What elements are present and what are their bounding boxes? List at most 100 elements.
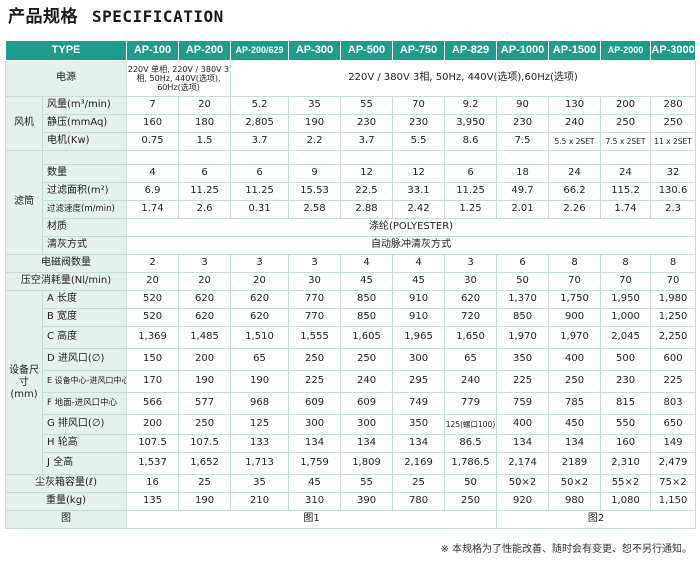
- cell: 35: [288, 96, 342, 115]
- cell: 2: [126, 254, 180, 273]
- cell: 210: [230, 492, 290, 511]
- cell: 190: [178, 370, 232, 393]
- cell: 225: [496, 370, 550, 393]
- cell: 300: [392, 348, 446, 371]
- cell: 8.6: [444, 132, 498, 151]
- cell: 200: [126, 414, 180, 435]
- cell: 785: [548, 392, 602, 415]
- cell: 7.5: [496, 132, 550, 151]
- fan-pressure-row: 静压(mmAq) 160 180 2,805 190 230 230 3,950 230 240…: [6, 114, 697, 133]
- cell: 350: [496, 348, 550, 371]
- cell: 850: [340, 308, 394, 327]
- cell: [340, 150, 394, 165]
- cell: 1,750: [548, 290, 602, 309]
- cell: 2,805: [230, 114, 290, 133]
- cell: 24: [548, 164, 602, 183]
- cell: 1.74: [126, 200, 180, 219]
- cell: 1,652: [178, 452, 232, 475]
- row-label: 过滤速度(m/min): [41, 200, 128, 219]
- title-cn: 产品规格: [8, 7, 78, 27]
- cell: 32: [650, 164, 697, 183]
- cell: 190: [230, 370, 290, 393]
- type-header: TYPE: [4, 40, 128, 61]
- cell: 390: [340, 492, 394, 511]
- cell: 16: [126, 474, 180, 493]
- cell: [600, 150, 652, 165]
- cell: 200: [600, 96, 652, 115]
- cell: 9: [288, 164, 342, 183]
- cell: 2.26: [548, 200, 602, 219]
- cell: 1.74: [600, 200, 652, 219]
- cell: 55: [340, 96, 394, 115]
- cell: 520: [126, 290, 180, 309]
- cell: 225: [288, 370, 342, 393]
- row-label: 尘灰箱容量(ℓ): [4, 474, 128, 493]
- cell: 5.5 x 2SET: [548, 132, 602, 151]
- cell: 1,150: [650, 492, 697, 511]
- cell: [230, 150, 290, 165]
- row-label: 清灰方式: [41, 236, 128, 255]
- cell: 2.6: [178, 200, 232, 219]
- cell: 1,650: [444, 326, 498, 349]
- row-label: 电磁阀数量: [4, 254, 128, 273]
- cell: 2,310: [600, 452, 652, 475]
- cell: 3,950: [444, 114, 498, 133]
- cell: 200: [178, 348, 232, 371]
- cell: 45: [288, 474, 342, 493]
- row-label: 重量(kg): [4, 492, 128, 511]
- cell: 66.2: [548, 182, 602, 201]
- model-header: AP-1000: [496, 40, 550, 61]
- row-label: F 地面-进风口中心: [41, 392, 128, 415]
- row-label: 过滤面积(m²): [41, 182, 128, 201]
- cell: 20: [126, 272, 180, 291]
- cleaning-cell: 自动脉冲清灰方式: [126, 236, 697, 255]
- cell: 6: [230, 164, 290, 183]
- row-label: H 轮高: [41, 434, 128, 453]
- cell: 70: [548, 272, 602, 291]
- dim-row: F 地面-进风口中心 566 577 968 609 609 749 779 759 785 81…: [6, 392, 697, 415]
- cell: 55×2: [600, 474, 652, 493]
- cell: 130: [548, 96, 602, 115]
- cell: 1,809: [340, 452, 394, 475]
- group-label: 设备尺寸(mm): [5, 290, 43, 475]
- row-label: 数量: [41, 164, 128, 183]
- cell: [288, 150, 342, 165]
- cell: [392, 150, 446, 165]
- cell: [444, 150, 498, 165]
- cell: 18: [496, 164, 550, 183]
- cell: 1,555: [288, 326, 342, 349]
- cell: 250: [444, 492, 498, 511]
- cell: 6: [496, 254, 550, 273]
- cell: [548, 150, 602, 165]
- model-header: AP-2000: [600, 40, 652, 61]
- row-label: 电源: [4, 60, 128, 97]
- model-header: AP-750: [392, 40, 446, 61]
- cell: 920: [496, 492, 550, 511]
- cell: 1,713: [230, 452, 290, 475]
- cell: 2.2: [288, 132, 342, 151]
- fan-motor-row: 电机(Kw) 0.75 1.5 3.7 2.2 3.7 5.5 8.6 7.5 5.5 x 2S…: [6, 132, 697, 151]
- cell: 310: [288, 492, 342, 511]
- cell: 980: [548, 492, 602, 511]
- cell: 125(螺口100): [444, 414, 498, 435]
- cell: 134: [288, 434, 342, 453]
- cell: 1,080: [600, 492, 652, 511]
- cell: 450: [548, 414, 602, 435]
- cell: 8: [548, 254, 602, 273]
- dim-row: B 宽度 520 620 620 770 850 910 720 850 900 1,000 1,2…: [6, 308, 697, 327]
- cell: 1,605: [340, 326, 394, 349]
- cell: 3: [178, 254, 232, 273]
- cell: 2,169: [392, 452, 446, 475]
- dim-row: H 轮高 107.5 107.5 133 134 134 134 86.5 134 134 160…: [6, 434, 697, 453]
- cell: 6: [444, 164, 498, 183]
- cell: 1,485: [178, 326, 232, 349]
- cell: 620: [178, 290, 232, 309]
- fan-airflow-row: 风机 风量(m³/min) 7 20 5.2 35 55 70 9.2 90 130 200 280: [5, 96, 697, 151]
- cell: 134: [548, 434, 602, 453]
- cell: 6.9: [126, 182, 180, 201]
- cell: 4: [126, 164, 180, 183]
- cell: 230: [392, 114, 446, 133]
- cell: 1.5: [178, 132, 232, 151]
- cell: 190: [178, 492, 232, 511]
- cell: 910: [392, 290, 446, 309]
